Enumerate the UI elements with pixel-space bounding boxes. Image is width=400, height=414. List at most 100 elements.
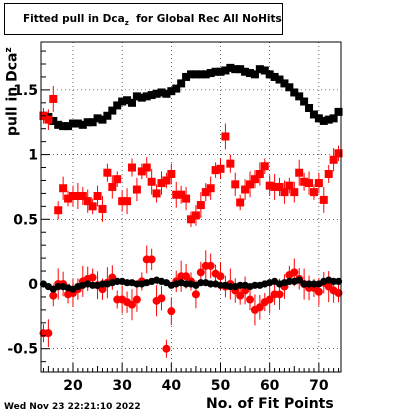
mean-marker-red bbox=[246, 295, 255, 304]
sigma-marker-red bbox=[255, 170, 264, 178]
x-tick-label: 50 bbox=[211, 378, 231, 394]
sigma-marker-black bbox=[310, 280, 318, 288]
mean-marker-black bbox=[196, 70, 205, 79]
sigma-marker-red bbox=[113, 175, 122, 184]
mean-marker-black bbox=[118, 97, 127, 106]
mean-marker-black bbox=[103, 111, 112, 120]
sigma-marker-red bbox=[201, 188, 210, 197]
sigma-marker-red bbox=[211, 166, 220, 175]
mean-marker-black bbox=[132, 92, 141, 101]
x-tick-label: 60 bbox=[260, 378, 280, 394]
mean-marker-black bbox=[305, 104, 314, 112]
sigma-marker-red bbox=[93, 192, 102, 200]
sigma-marker-black bbox=[295, 276, 303, 284]
sigma-marker-red bbox=[64, 194, 73, 203]
sigma-marker-black bbox=[133, 280, 141, 288]
sigma-marker-red bbox=[152, 189, 161, 198]
sigma-marker-red bbox=[162, 176, 171, 185]
sigma-marker-black bbox=[113, 277, 121, 286]
sigma-marker-black bbox=[123, 279, 131, 287]
sigma-marker-red bbox=[206, 184, 215, 193]
sigma-marker-red bbox=[98, 204, 107, 213]
sigma-marker-red bbox=[127, 163, 136, 172]
sigma-marker-red bbox=[319, 195, 328, 204]
sigma-marker-red bbox=[137, 167, 146, 176]
sigma-marker-red bbox=[49, 94, 58, 103]
mean-marker-black bbox=[157, 88, 166, 97]
x-tick-label: 30 bbox=[112, 378, 132, 394]
mean-marker-black bbox=[142, 92, 151, 101]
sigma-marker-black bbox=[305, 280, 313, 288]
mean-marker-black bbox=[137, 93, 146, 102]
sigma-marker-red bbox=[147, 177, 156, 186]
sigma-marker-red bbox=[54, 206, 63, 215]
sigma-marker-red bbox=[167, 170, 176, 178]
mean-marker-red bbox=[132, 295, 141, 304]
sigma-marker-red bbox=[108, 182, 117, 191]
sigma-marker-red bbox=[236, 198, 245, 207]
sigma-marker-red bbox=[231, 180, 240, 189]
sigma-marker-black bbox=[236, 281, 244, 289]
mean-marker-black bbox=[250, 70, 259, 79]
mean-marker-black bbox=[295, 92, 304, 101]
mean-marker-red bbox=[191, 290, 200, 299]
tick-labels: 20 30 40 50 60 70 -0.5 0 0.5 1 1.5 bbox=[7, 83, 328, 394]
mean-marker-black bbox=[265, 70, 274, 79]
y-tick-label: 1 bbox=[28, 148, 38, 164]
sigma-marker-black bbox=[300, 280, 308, 288]
sigma-marker-black bbox=[216, 281, 225, 289]
sigma-marker-red bbox=[118, 197, 127, 206]
title-box: Fitted pull in Dcaz for Global Rec All N… bbox=[4, 3, 283, 35]
sigma-marker-red bbox=[241, 185, 250, 194]
sigma-marker-red bbox=[191, 211, 200, 220]
sigma-marker-red bbox=[123, 197, 132, 206]
title-subscript: z bbox=[124, 19, 129, 28]
mean-marker-red bbox=[147, 255, 156, 264]
x-tick-label: 70 bbox=[309, 378, 329, 394]
sigma-marker-red bbox=[157, 179, 166, 188]
chart-title: Fitted pull in Dcaz for Global Rec All N… bbox=[23, 13, 282, 27]
sigma-marker-red bbox=[88, 202, 97, 211]
mean-marker-red bbox=[236, 291, 245, 300]
mean-marker-red bbox=[290, 268, 299, 277]
sigma-marker-red bbox=[103, 168, 112, 177]
mean-marker-black bbox=[255, 65, 264, 74]
mean-marker-black bbox=[319, 116, 328, 125]
mean-marker-black bbox=[290, 88, 299, 97]
axis-ticks bbox=[41, 50, 340, 372]
mean-marker-black bbox=[236, 65, 245, 74]
mean-marker-red bbox=[196, 268, 205, 277]
sigma-marker-black bbox=[207, 280, 215, 288]
timestamp: Wed Nov 23 22:21:10 2022 bbox=[4, 402, 141, 412]
sigma-marker-red bbox=[305, 179, 314, 188]
sigma-marker-red bbox=[270, 182, 279, 191]
mean-marker-black bbox=[49, 116, 58, 125]
y-tick-label: -0.5 bbox=[7, 342, 38, 358]
mean-marker-black bbox=[275, 75, 284, 84]
x-tick-label: 40 bbox=[162, 378, 182, 394]
mean-marker-black bbox=[260, 66, 269, 75]
sigma-marker-red bbox=[334, 149, 343, 158]
x-tick-label: 20 bbox=[63, 378, 83, 394]
mean-marker-black bbox=[108, 106, 117, 115]
mean-marker-black bbox=[68, 119, 77, 128]
sigma-marker-black bbox=[285, 277, 293, 286]
mean-marker-red bbox=[162, 344, 171, 353]
mean-marker-black bbox=[285, 83, 294, 92]
sigma-marker-black bbox=[226, 282, 234, 291]
sigma-marker-black bbox=[330, 277, 338, 286]
mean-marker-black bbox=[314, 114, 323, 123]
sigma-marker-red bbox=[216, 164, 225, 173]
y-axis-label: pull in Dcaz bbox=[4, 47, 21, 136]
mean-marker-black bbox=[64, 122, 73, 131]
sigma-marker-red bbox=[329, 155, 338, 164]
sigma-marker-red bbox=[295, 168, 304, 177]
mean-marker-black bbox=[123, 96, 132, 105]
data-markers bbox=[39, 63, 343, 353]
sigma-marker-red bbox=[73, 192, 82, 200]
mean-marker-black bbox=[98, 115, 107, 124]
sigma-marker-black bbox=[98, 280, 107, 288]
mean-marker-black bbox=[59, 122, 68, 131]
mean-marker-red bbox=[275, 290, 284, 299]
mean-marker-red bbox=[206, 261, 215, 270]
